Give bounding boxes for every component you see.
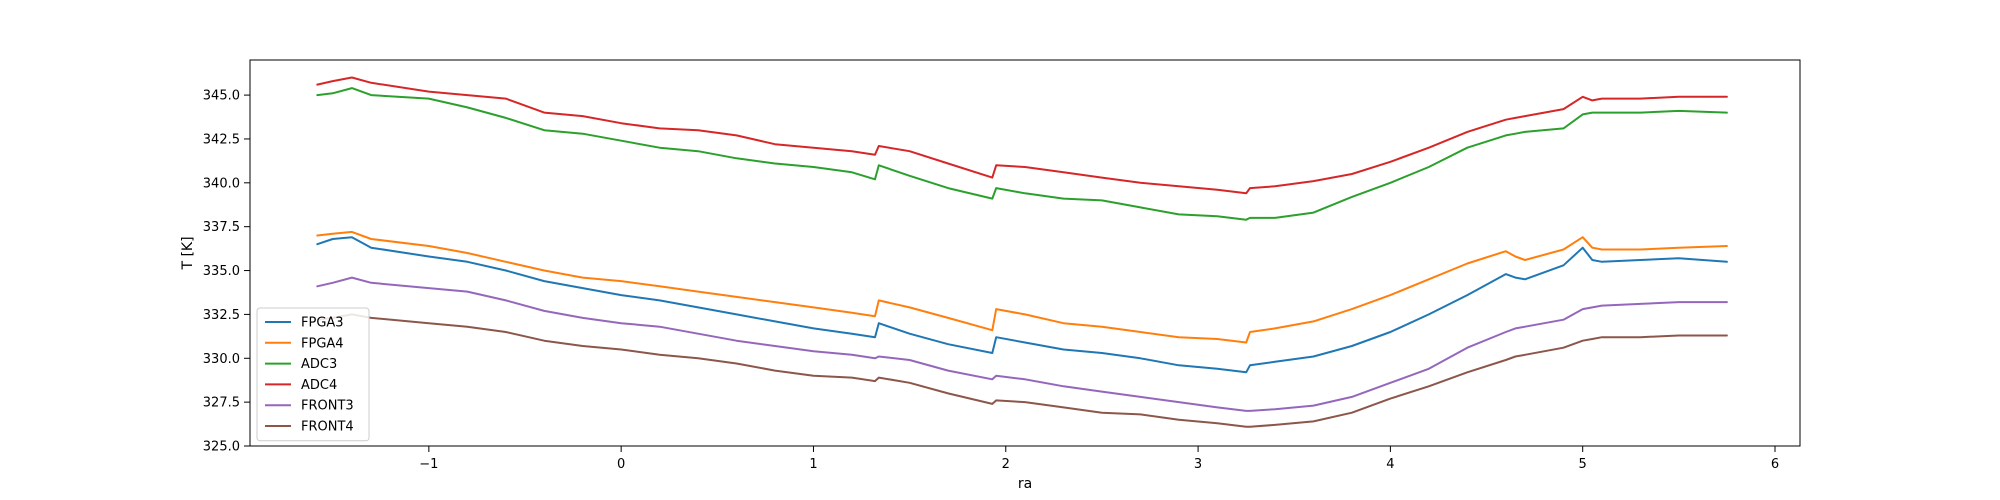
x-tick-label: 3 bbox=[1194, 457, 1202, 472]
x-tick-label: 5 bbox=[1579, 457, 1587, 472]
y-tick-label: 335.0 bbox=[203, 264, 240, 279]
series-line-adc4 bbox=[316, 76, 1728, 195]
x-tick-label: 1 bbox=[809, 457, 817, 472]
x-tick-label: 6 bbox=[1771, 457, 1779, 472]
legend-label-fpga3: FPGA3 bbox=[301, 316, 344, 331]
y-tick-label: 345.0 bbox=[203, 89, 240, 104]
y-tick-label: 337.5 bbox=[203, 220, 240, 235]
x-tick-label: 4 bbox=[1386, 457, 1394, 472]
y-axis-label: T [K] bbox=[180, 236, 196, 270]
legend-box bbox=[256, 307, 370, 442]
legend-label-front4: FRONT4 bbox=[301, 420, 354, 435]
legend-label-front3: FRONT3 bbox=[301, 399, 354, 414]
series-line-front3 bbox=[316, 276, 1728, 412]
legend-label-adc3: ADC3 bbox=[301, 357, 337, 372]
y-tick-label: 332.5 bbox=[203, 308, 240, 323]
plot-frame bbox=[249, 59, 1801, 447]
y-tick-label: 327.5 bbox=[203, 396, 240, 411]
legend-label-fpga4: FPGA4 bbox=[301, 336, 344, 351]
series-line-fpga4 bbox=[316, 230, 1728, 344]
y-tick-label: 330.0 bbox=[203, 352, 240, 367]
legend-label-adc4: ADC4 bbox=[301, 378, 337, 393]
series-line-front4 bbox=[316, 313, 1728, 428]
x-axis: −1 0 1 2 3 4 5 6 bbox=[419, 446, 1779, 472]
y-tick-label: 342.5 bbox=[203, 132, 240, 147]
series-line-adc3 bbox=[316, 87, 1728, 221]
x-tick-label: −1 bbox=[419, 457, 438, 472]
y-axis: 325.0 327.5 330.0 332.5 335.0 337.5 340.0 342.5… bbox=[203, 89, 250, 455]
y-tick-label: 340.0 bbox=[203, 176, 240, 191]
series-layer bbox=[316, 76, 1728, 428]
series-line-fpga3 bbox=[316, 236, 1728, 374]
legend: FPGA3 FPGA4 ADC3 ADC4 FRONT3 FRONT4 bbox=[256, 307, 370, 442]
x-axis-label: ra bbox=[1018, 476, 1032, 492]
x-tick-label: 2 bbox=[1002, 457, 1010, 472]
x-tick-label: 0 bbox=[617, 457, 625, 472]
y-tick-label: 325.0 bbox=[203, 440, 240, 455]
